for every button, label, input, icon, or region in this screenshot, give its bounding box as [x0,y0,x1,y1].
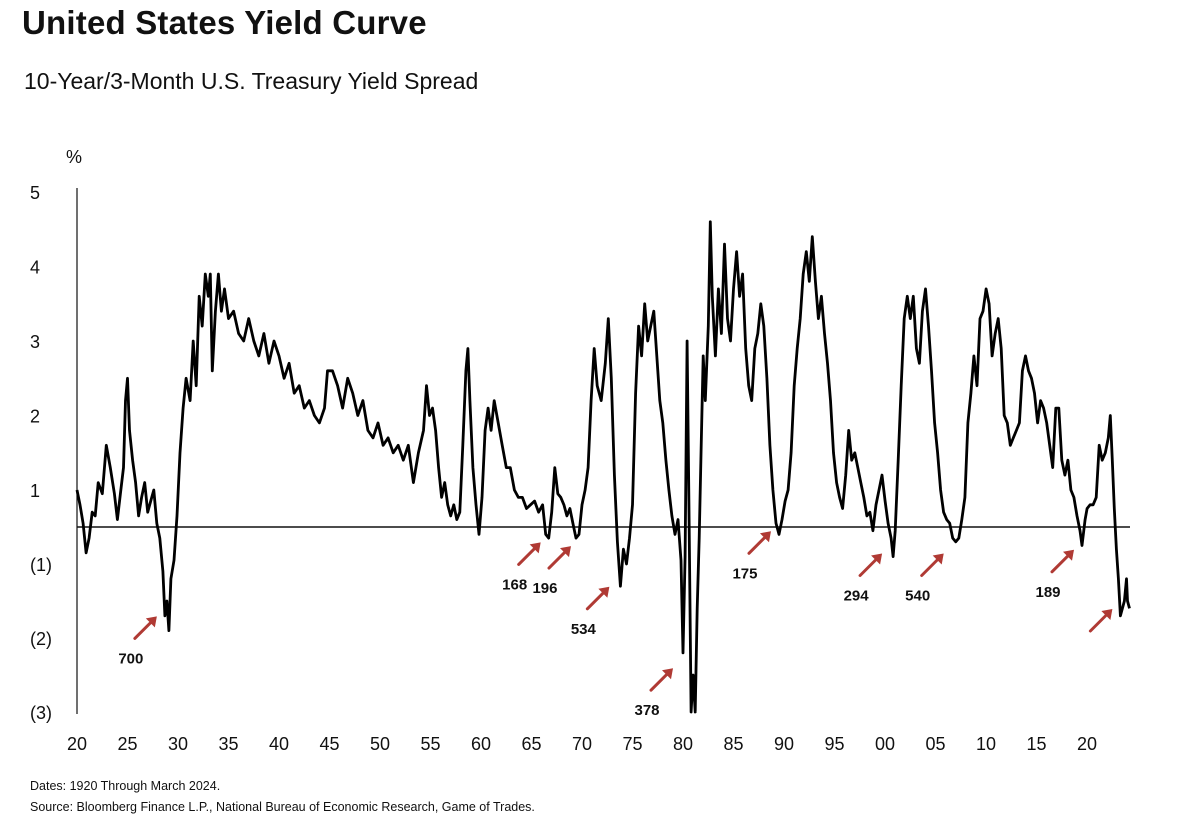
y-tick-label: (2) [30,629,52,649]
x-tick-label: 30 [168,734,188,754]
x-tick-label: 90 [774,734,794,754]
source-note: Source: Bloomberg Finance L.P., National… [30,800,535,814]
x-tick-label: 75 [623,734,643,754]
x-tick-label: 60 [471,734,491,754]
x-tick-label: 95 [825,734,845,754]
x-tick-label: 45 [320,734,340,754]
x-tick-label: 40 [269,734,289,754]
y-ticks: 5 4 3 2 1 (1) (2) (3) [30,183,52,723]
x-tick-label: 50 [370,734,390,754]
x-tick-label: 85 [724,734,744,754]
x-ticks: 20 25 30 35 40 45 50 55 60 65 70 75 80 85 90 95 00 05 10 15… [67,734,1097,754]
x-tick-label: 00 [875,734,895,754]
annotation-label: 294 [844,588,870,605]
y-tick-label: 1 [30,481,40,501]
x-tick-label: 80 [673,734,693,754]
chart-subtitle: 10-Year/3-Month U.S. Treasury Yield Spre… [24,68,479,94]
chart-notes: Dates: 1920 Through March 2024. Source: … [30,776,535,818]
x-tick-label: 05 [926,734,946,754]
x-tick-label: 55 [421,734,441,754]
annotation-label: 189 [1035,584,1060,601]
x-tick-label: 25 [117,734,137,754]
annotation-label: 534 [571,621,597,638]
spread-series-line [75,220,1131,714]
annotation-arrow: 534 [571,586,610,638]
y-tick-label: (3) [30,703,52,723]
annotation-arrow: 294 [844,553,883,605]
annotation-arrow: 378 [634,668,674,719]
y-tick-label: (1) [30,555,52,575]
annotation-label: 378 [634,702,659,719]
annotation-arrow: 168 [502,542,541,593]
annotation-label: 540 [905,588,930,605]
annotation-label: 196 [532,580,557,597]
x-tick-label: 15 [1027,734,1047,754]
recession-annotations: 700 168 196 534 378 175 294 540 189 [118,531,1113,719]
dates-note: Dates: 1920 Through March 2024. [30,779,221,793]
annotation-label: 700 [118,650,143,667]
x-tick-label: 70 [572,734,592,754]
x-tick-label: 35 [218,734,238,754]
x-tick-label: 65 [522,734,542,754]
x-tick-label: 20 [1077,734,1097,754]
x-tick-label: 20 [67,734,87,754]
y-tick-label: 5 [30,183,40,203]
y-tick-label: 2 [30,407,40,427]
annotation-arrow: 540 [905,553,944,605]
annotation-arrow: 700 [118,616,157,667]
chart-title: United States Yield Curve [22,4,427,41]
y-tick-label: 4 [30,258,40,278]
annotation-label: 168 [502,576,527,593]
annotation-label: 175 [732,565,757,582]
y-axis-label: % [66,147,82,167]
annotation-arrow: 196 [532,546,571,597]
annotation-arrow [1088,609,1113,633]
annotation-arrow: 189 [1035,549,1075,601]
x-tick-label: 10 [976,734,996,754]
y-tick-label: 3 [30,332,40,352]
annotation-arrow: 175 [732,531,771,582]
